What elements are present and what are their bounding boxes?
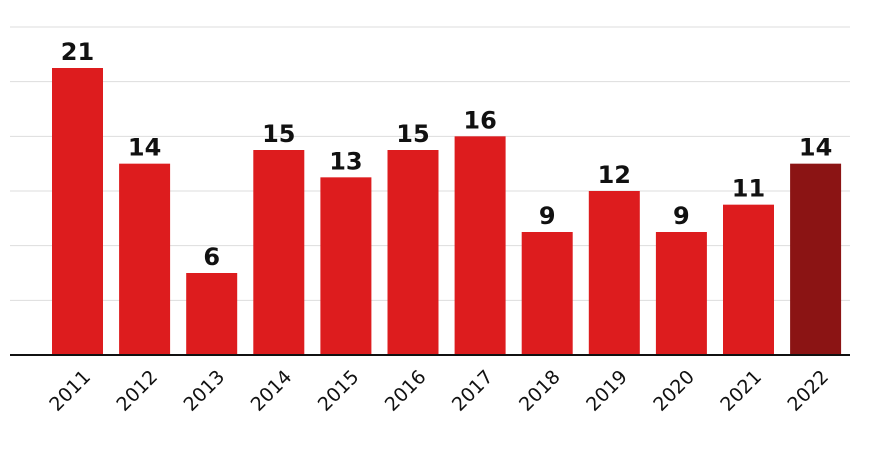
value-label-2022: 14: [799, 134, 832, 162]
bar-2012: [119, 163, 171, 355]
value-label-2014: 15: [262, 120, 295, 148]
bar-2014: [253, 150, 305, 355]
x-tick-label-2020: 2020: [649, 366, 699, 416]
value-label-2019: 12: [598, 161, 631, 189]
x-tick-label-2019: 2019: [582, 366, 632, 416]
value-label-2018: 9: [539, 202, 556, 230]
x-tick-label-2018: 2018: [515, 366, 565, 416]
x-tick-label-2021: 2021: [716, 366, 766, 416]
x-tick-label-2014: 2014: [247, 366, 297, 416]
bars: [52, 68, 842, 355]
bar-2018: [521, 232, 573, 355]
value-label-2021: 11: [732, 175, 765, 203]
value-label-2015: 13: [329, 147, 362, 175]
bar-2015: [320, 177, 372, 355]
bar-2022: [790, 163, 842, 355]
x-tick-label-2013: 2013: [179, 366, 229, 416]
bar-2013: [186, 273, 238, 355]
bar-2019: [588, 191, 640, 355]
x-tick-label-2015: 2015: [314, 366, 364, 416]
value-label-2011: 21: [61, 38, 94, 66]
bar-2021: [723, 204, 774, 355]
x-tick-label-2022: 2022: [783, 366, 833, 416]
value-labels: 21 14 6 15 13 15 16 9 12 9 11 14: [61, 38, 833, 271]
value-label-2012: 14: [128, 134, 161, 162]
value-label-2017: 16: [463, 106, 496, 134]
bar-2016: [387, 150, 439, 355]
x-tick-label-2017: 2017: [448, 366, 498, 416]
bar-2017: [454, 136, 506, 355]
value-label-2013: 6: [203, 243, 220, 271]
bar-2011: [52, 68, 103, 355]
x-tick-label-2012: 2012: [112, 366, 162, 416]
x-tick-labels: 2011 2012 2013 2014 2015 2016 2017 2018 2019 2020…: [45, 366, 833, 416]
value-label-2020: 9: [673, 202, 690, 230]
value-label-2016: 15: [396, 120, 429, 148]
x-tick-label-2016: 2016: [381, 366, 431, 416]
bar-2020: [655, 232, 707, 355]
x-tick-label-2011: 2011: [45, 366, 95, 416]
